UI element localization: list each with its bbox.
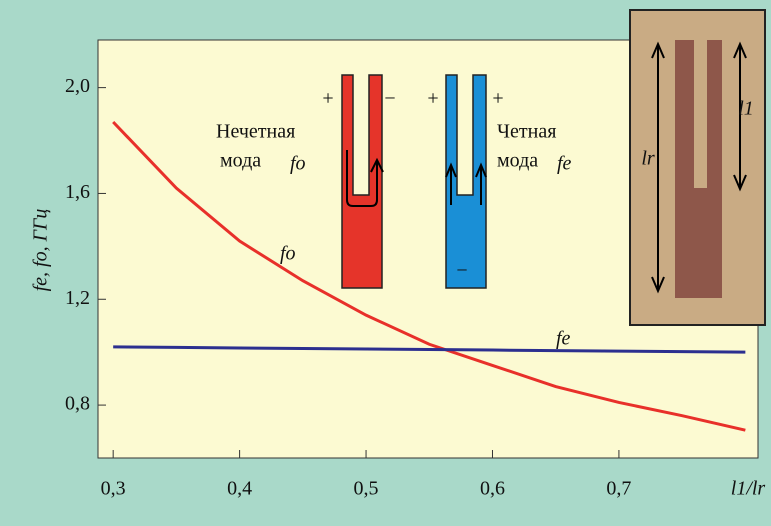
annotation: + <box>492 88 503 110</box>
series-label: fe <box>556 328 571 350</box>
annotation: + <box>427 88 438 110</box>
y-tick-label: 0,8 <box>65 393 90 415</box>
annotation: + <box>322 88 333 110</box>
annotation: fe <box>557 153 572 175</box>
x-axis-label: l1/lr <box>731 478 766 500</box>
x-tick-label: 0,4 <box>227 478 252 500</box>
annotation: lr <box>641 148 655 170</box>
annotation: мода <box>220 150 261 172</box>
x-tick-label: 0,7 <box>606 478 631 500</box>
y-axis-label: fe, fo, ГГц <box>30 209 52 292</box>
annotation: − <box>384 88 395 110</box>
series-label: fo <box>280 243 296 265</box>
x-tick-label: 0,3 <box>101 478 126 500</box>
x-tick-label: 0,5 <box>354 478 379 500</box>
annotation: Четная <box>497 121 556 143</box>
annotation: мода <box>497 150 538 172</box>
annotation: Нечетная <box>216 121 295 143</box>
annotation: − <box>456 260 467 282</box>
y-tick-label: 1,2 <box>65 287 90 309</box>
annotation: fo <box>290 153 306 175</box>
annotation: l1 <box>738 98 754 120</box>
x-tick-label: 0,6 <box>480 478 505 500</box>
chart: 0,8 1,2 1,6 2,0 0,3 0,4 0,5 0,6 0,7 l1/lr fe, fo, … <box>0 0 771 526</box>
y-tick-label: 1,6 <box>65 181 90 203</box>
y-tick-label: 2,0 <box>65 75 90 97</box>
